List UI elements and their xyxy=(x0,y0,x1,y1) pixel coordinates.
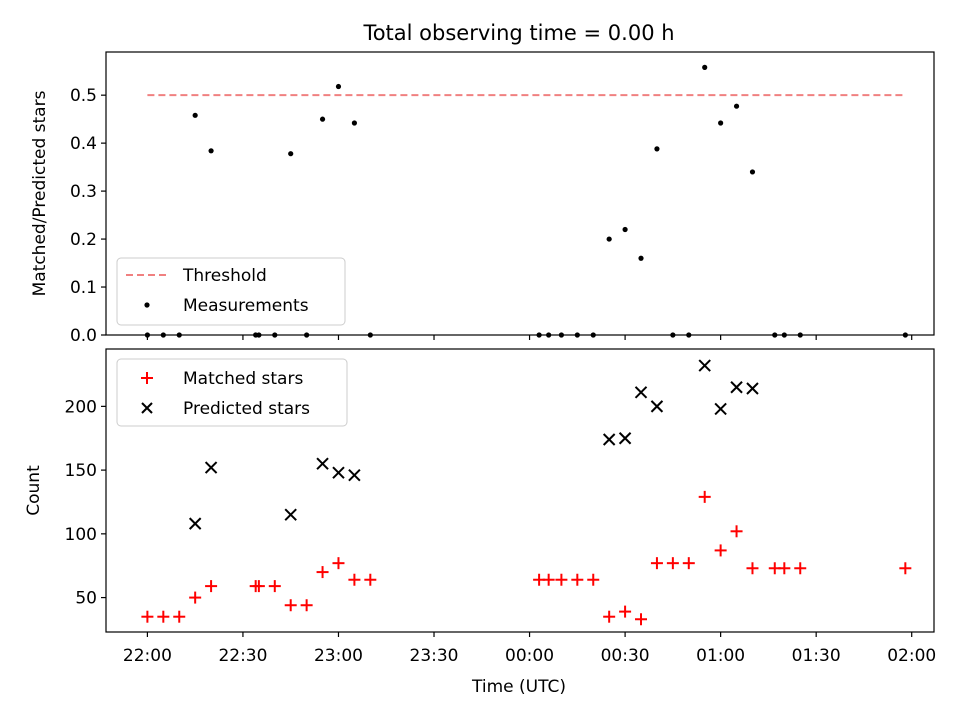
measurement-point xyxy=(654,146,660,152)
bottom-legend: Matched stars Predicted stars xyxy=(116,358,348,427)
predicted-stars-point xyxy=(204,461,218,474)
predicted-stars-point xyxy=(332,466,345,479)
matched-stars-point xyxy=(698,490,711,503)
matched-stars-point xyxy=(619,605,632,618)
top-chart-title: Total observing time = 0.00 h xyxy=(362,21,674,45)
matched-stars-point xyxy=(348,573,361,586)
bottom-axes-frame xyxy=(105,348,935,633)
matched-stars-point xyxy=(252,580,265,593)
matched-stars-point xyxy=(157,610,170,623)
bottom-xtick-label: 22:00 xyxy=(123,646,172,666)
matched-stars-point xyxy=(173,610,186,623)
bottom-xtick-label: 01:30 xyxy=(792,646,841,666)
predicted-stars-point xyxy=(730,381,743,394)
predicted-stars-point xyxy=(698,359,711,372)
legend-predicted-label: Predicted stars xyxy=(183,399,310,419)
top-axes-frame xyxy=(105,51,935,336)
measurement-point xyxy=(335,83,342,90)
matched-stars-point xyxy=(650,557,663,570)
predicted-stars-point xyxy=(634,386,648,399)
matched-stars-point xyxy=(587,573,600,586)
matched-stars-point xyxy=(682,557,695,570)
top-legend: Threshold Measurements xyxy=(116,257,346,326)
bottom-xtick-label: 00:30 xyxy=(601,646,650,666)
matched-stars-point xyxy=(268,580,281,593)
matched-stars-point xyxy=(316,566,329,579)
matched-stars-point xyxy=(746,562,759,575)
bottom-ylabel: Count xyxy=(24,465,44,516)
predicted-stars-point xyxy=(316,457,329,470)
top-ylabel: Matched/Predicted stars xyxy=(30,90,50,296)
bottom-xtick-label: 02:00 xyxy=(887,646,936,666)
matched-stars-point xyxy=(205,580,218,593)
bottom-ytick-label: 100 xyxy=(65,525,97,545)
bottom-xtick-label: 23:30 xyxy=(410,646,459,666)
predicted-stars-point xyxy=(188,517,202,530)
measurement-point xyxy=(192,112,198,118)
top-ytick-label: 0.4 xyxy=(70,134,97,154)
measurement-point xyxy=(702,64,708,70)
matched-stars-point xyxy=(714,544,727,557)
matched-stars-point xyxy=(542,573,555,586)
matched-stars-point xyxy=(332,557,345,570)
bottom-xtick-label: 22:30 xyxy=(218,646,267,666)
measurement-point xyxy=(638,255,644,261)
top-ytick-label: 0.5 xyxy=(70,86,97,106)
top-ytick-label: 0.0 xyxy=(70,326,97,346)
predicted-stars-point xyxy=(618,432,632,445)
predicted-stars-point xyxy=(714,402,727,416)
legend-matched-swatch xyxy=(141,372,153,384)
matched-stars-point xyxy=(794,562,807,575)
measurement-point xyxy=(733,103,740,109)
measurement-point xyxy=(319,116,326,122)
bottom-xtick-label: 23:00 xyxy=(314,646,363,666)
predicted-stars-point xyxy=(650,400,664,413)
matched-stars-point xyxy=(899,562,912,575)
predicted-stars-point xyxy=(348,468,361,482)
matched-stars-point xyxy=(141,610,154,623)
predicted-stars-point xyxy=(602,433,616,446)
measurement-point xyxy=(208,148,214,154)
matched-stars-point xyxy=(778,562,791,575)
measurement-point xyxy=(288,151,294,157)
top-ytick-label: 0.3 xyxy=(70,182,97,202)
legend-measurements-label: Measurements xyxy=(183,296,309,316)
predicted-stars-point xyxy=(746,382,759,395)
bottom-plot-area: 22:00 22:30 23:00 23:30 00:00 00:30 01:00 01:30… xyxy=(65,359,936,666)
matched-stars-point xyxy=(189,591,202,604)
matched-stars-point xyxy=(666,557,679,570)
matched-stars-point xyxy=(364,573,377,586)
matched-stars-point xyxy=(603,610,616,623)
measurement-point xyxy=(749,169,756,175)
matched-stars-point xyxy=(730,525,743,538)
bottom-ytick-label: 150 xyxy=(65,461,97,481)
legend-matched-label: Matched stars xyxy=(183,369,303,389)
legend-threshold-label: Threshold xyxy=(182,266,267,286)
measurement-point xyxy=(718,120,724,126)
matched-stars-point xyxy=(284,599,297,612)
legend-measurements-swatch xyxy=(144,302,150,308)
matched-stars-point xyxy=(555,573,568,586)
bottom-xlabel: Time (UTC) xyxy=(471,677,566,697)
measurement-point xyxy=(622,226,628,233)
bottom-xtick-label: 00:00 xyxy=(505,646,554,666)
bottom-ytick-label: 50 xyxy=(75,589,97,609)
matched-stars-point xyxy=(635,613,648,626)
bottom-xtick-label: 01:00 xyxy=(696,646,745,666)
measurement-point xyxy=(351,120,357,126)
matched-stars-point xyxy=(571,573,584,586)
predicted-stars-point xyxy=(284,508,297,521)
bottom-ytick-label: 200 xyxy=(65,397,97,417)
legend-predicted-swatch xyxy=(141,402,153,414)
top-ytick-label: 0.1 xyxy=(70,278,97,298)
matched-stars-point xyxy=(300,599,313,612)
top-plot-area: 0.0 0.1 0.2 0.3 0.4 0.5 xyxy=(70,64,913,346)
measurement-point xyxy=(606,236,612,242)
top-ytick-label: 0.2 xyxy=(70,230,97,250)
